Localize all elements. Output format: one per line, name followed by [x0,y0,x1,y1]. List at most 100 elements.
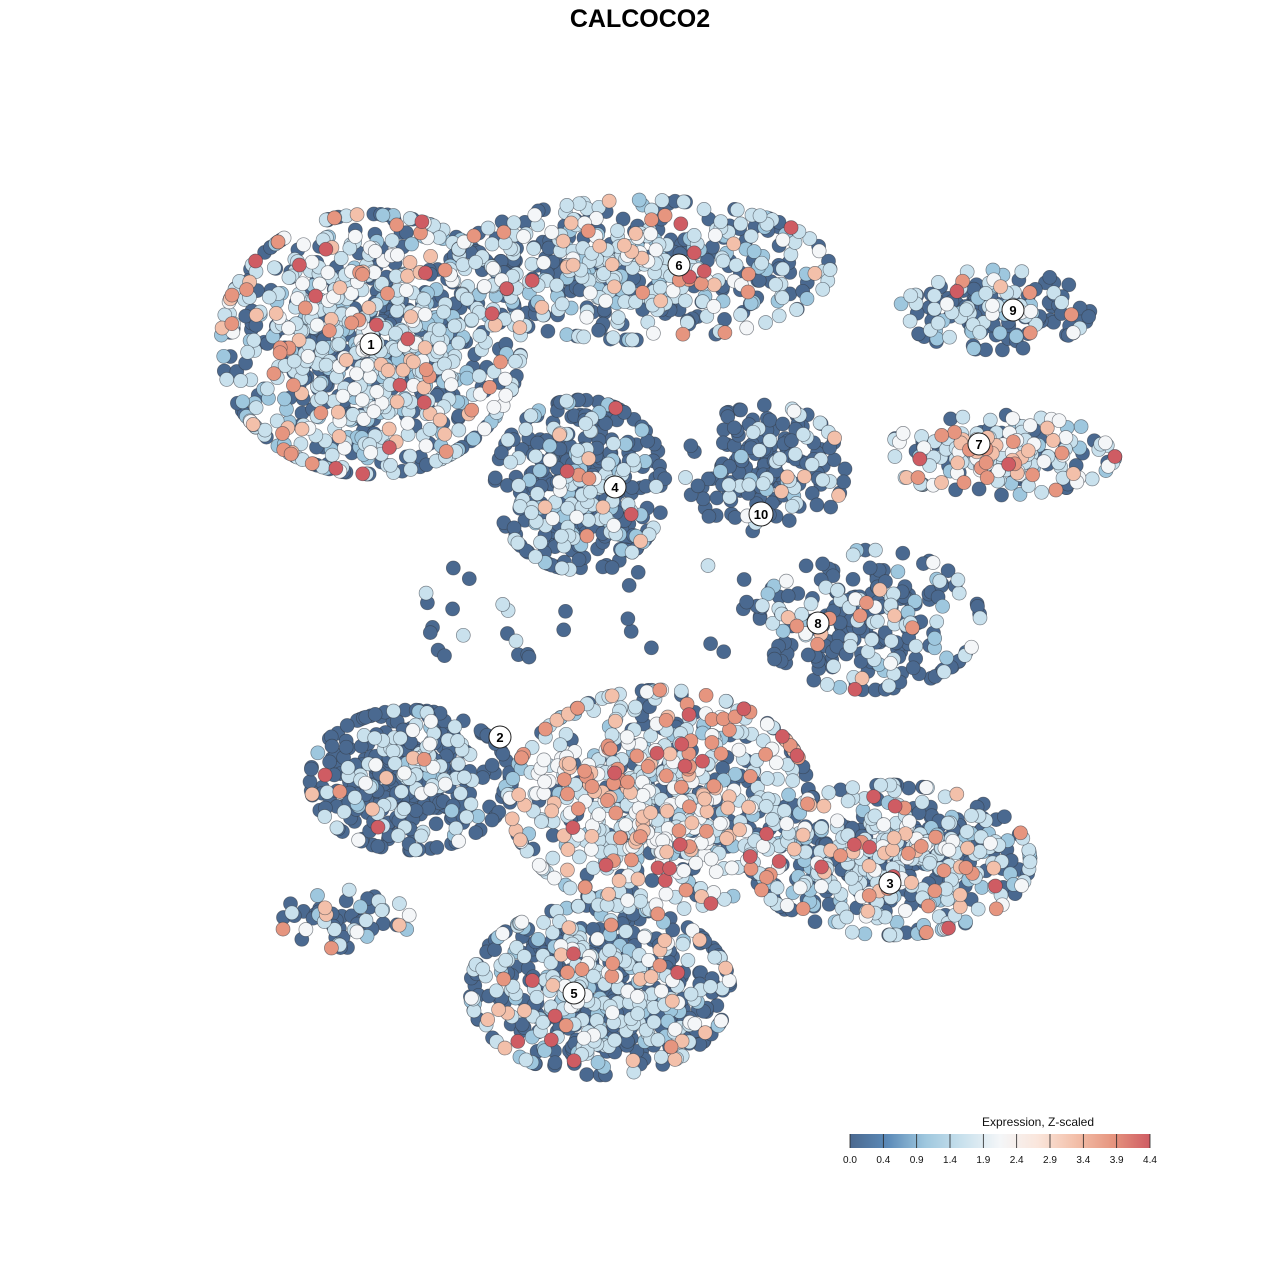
cell-point [758,315,773,330]
cell-point [463,796,479,812]
cell-point [600,456,616,472]
cell-point [537,774,552,790]
cell-point [698,687,714,703]
cell-point [438,776,453,792]
cell-point [487,470,503,486]
cell-point [928,829,943,845]
cell-point [437,426,453,442]
cell-point [664,993,680,1009]
cell-point [338,352,354,368]
cell-point [743,769,758,784]
cell-point [653,293,669,309]
cell-point [733,449,749,464]
cell-point [1013,825,1028,841]
legend-tick-label: 3.9 [1110,1155,1124,1166]
cell-point [940,563,956,579]
cell-point [322,754,337,770]
cell-point [978,455,994,471]
cluster-label-text: 8 [814,616,821,631]
cell-point [732,822,747,838]
cell-point [919,925,934,940]
cluster-label: 8 [806,611,830,635]
cell-point [466,228,482,244]
cell-point [304,456,320,471]
cell-point [726,236,741,252]
cell-point [437,648,452,664]
cell-point [579,1067,595,1082]
cell-point [780,588,796,604]
cell-point [756,397,772,413]
cell-point [652,280,668,295]
cell-point [695,753,710,769]
cell-point [1064,307,1079,322]
cell-point [634,422,650,438]
cell-point [270,234,286,250]
cell-point [1058,430,1074,445]
cell-point [956,475,972,490]
cell-point [1036,454,1052,469]
cell-point [935,598,950,614]
cell-point [830,582,845,598]
cell-point [418,362,434,377]
cell-point [384,233,400,248]
cell-point [777,803,792,819]
cell-point [224,287,240,303]
cell-point [558,603,573,619]
cell-point [521,649,537,665]
cell-point [927,630,943,646]
cell-point [543,1032,559,1048]
cell-point [712,816,728,831]
cluster-label-text: 5 [570,986,577,1001]
cell-point [582,285,598,301]
cell-point [576,1030,592,1046]
cell-point [844,924,860,940]
cell-point [623,506,639,522]
cell-point [498,387,514,403]
cell-point [392,896,407,911]
cell-point [912,451,928,467]
cell-point [789,302,804,317]
cell-point [318,241,334,257]
cell-point [1015,340,1031,356]
cell-point [775,416,791,432]
cluster-label-text: 7 [975,437,982,452]
cell-point [563,215,579,231]
cell-point [1022,285,1038,300]
cell-point [406,354,421,370]
legend-tick-label: 2.4 [1010,1155,1024,1166]
cell-point [1054,295,1069,310]
cell-point [934,428,950,443]
cell-point [510,1034,526,1049]
cell-point [436,304,452,320]
cell-point [775,232,791,248]
cell-point [1022,325,1038,341]
cell-point [366,404,382,419]
cell-point [1065,325,1081,341]
cell-point [608,713,623,729]
cell-point [625,452,641,468]
cell-point [308,288,323,304]
cell-point [741,266,756,282]
cell-point [633,533,648,549]
cell-point [392,377,408,393]
cell-point [340,760,356,776]
cell-point [297,300,313,316]
cell-point [349,924,365,940]
cell-point [324,940,339,956]
cell-point [718,960,733,976]
cell-point [771,854,787,869]
cell-point [484,306,500,321]
cell-point [993,279,1008,295]
legend-tick-label: 1.4 [943,1155,957,1166]
cell-point [405,723,421,738]
cell-point [317,767,333,783]
cell-point [821,785,837,800]
cell-point [823,499,839,515]
cell-point [759,870,774,885]
cell-point [706,299,722,314]
cell-point [534,814,549,829]
cell-point [862,560,878,576]
cell-point [643,226,659,242]
cell-point [630,564,646,580]
cell-point [528,549,543,565]
